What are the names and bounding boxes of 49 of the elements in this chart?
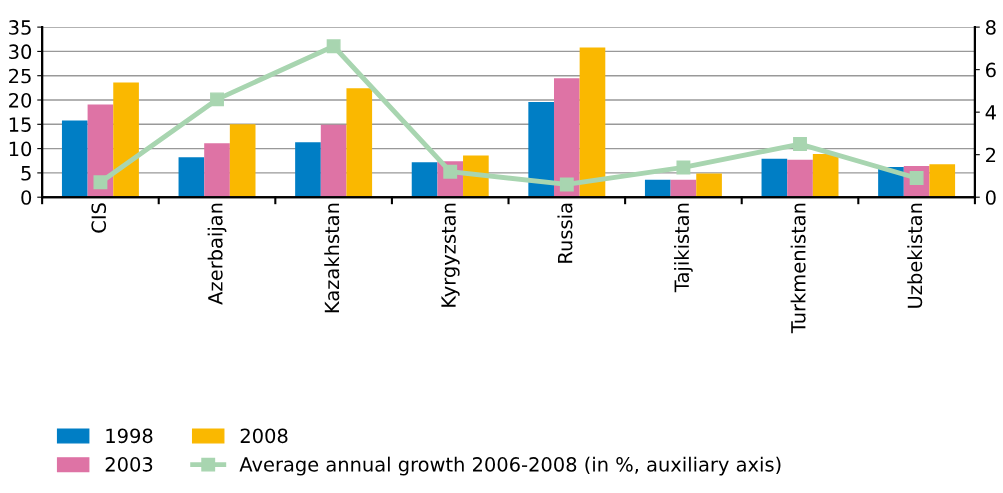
y-tick-label: 10 <box>9 141 32 157</box>
y-tick-label: 35 <box>9 20 31 35</box>
point <box>326 39 341 54</box>
bar <box>411 162 438 198</box>
legend-label: 1998 <box>106 428 153 444</box>
x-tick-label: Russia <box>557 203 573 263</box>
x-tick-label: Turkmenistan <box>790 203 806 334</box>
bar <box>113 82 139 198</box>
point <box>210 92 224 107</box>
y-tick-label: 15 <box>9 117 31 132</box>
bar <box>787 159 813 198</box>
legend-label: Average annual growth 2006-2008 (in %, auxiliary axis) <box>239 456 781 476</box>
y-tick-label: 5 <box>21 166 31 181</box>
y2-tick-label: 0 <box>985 190 996 205</box>
y-tick-label: 30 <box>9 44 32 60</box>
y2-tick-label: 2 <box>986 147 996 163</box>
x-tick-label: Kyrgyzstan <box>441 203 460 307</box>
point <box>793 137 807 151</box>
x-tick-label: Tajikistan <box>674 203 693 293</box>
bar <box>553 78 580 198</box>
point <box>676 160 691 175</box>
bar <box>579 47 606 198</box>
bar <box>61 120 88 198</box>
legend-label: 2003 <box>105 457 153 472</box>
y-tick-label: 25 <box>9 68 31 84</box>
x-tick-label: Kazakhstan <box>324 203 340 313</box>
bar <box>229 124 256 198</box>
y2-tick-label: 4 <box>985 105 996 120</box>
legend-label: 2008 <box>240 428 288 444</box>
bar <box>644 179 671 198</box>
bar <box>812 153 839 198</box>
x-tick-label: Uzbekistan <box>907 203 923 308</box>
point <box>93 175 108 190</box>
bar <box>761 158 788 198</box>
bar <box>528 101 554 198</box>
point <box>559 177 574 192</box>
bar <box>204 143 230 198</box>
bar <box>320 124 347 198</box>
y-tick-label: 0 <box>21 190 32 205</box>
bar <box>696 173 722 198</box>
bar <box>929 164 956 198</box>
y2-tick-label: 8 <box>985 20 996 35</box>
y-tick-label: 20 <box>9 92 32 108</box>
x-tick-label: CIS <box>91 203 107 233</box>
bar <box>178 157 205 198</box>
bar <box>295 142 321 198</box>
x-tick-label: Azerbaijan <box>207 203 227 305</box>
bar <box>346 88 373 198</box>
y2-tick-label: 6 <box>986 62 996 78</box>
